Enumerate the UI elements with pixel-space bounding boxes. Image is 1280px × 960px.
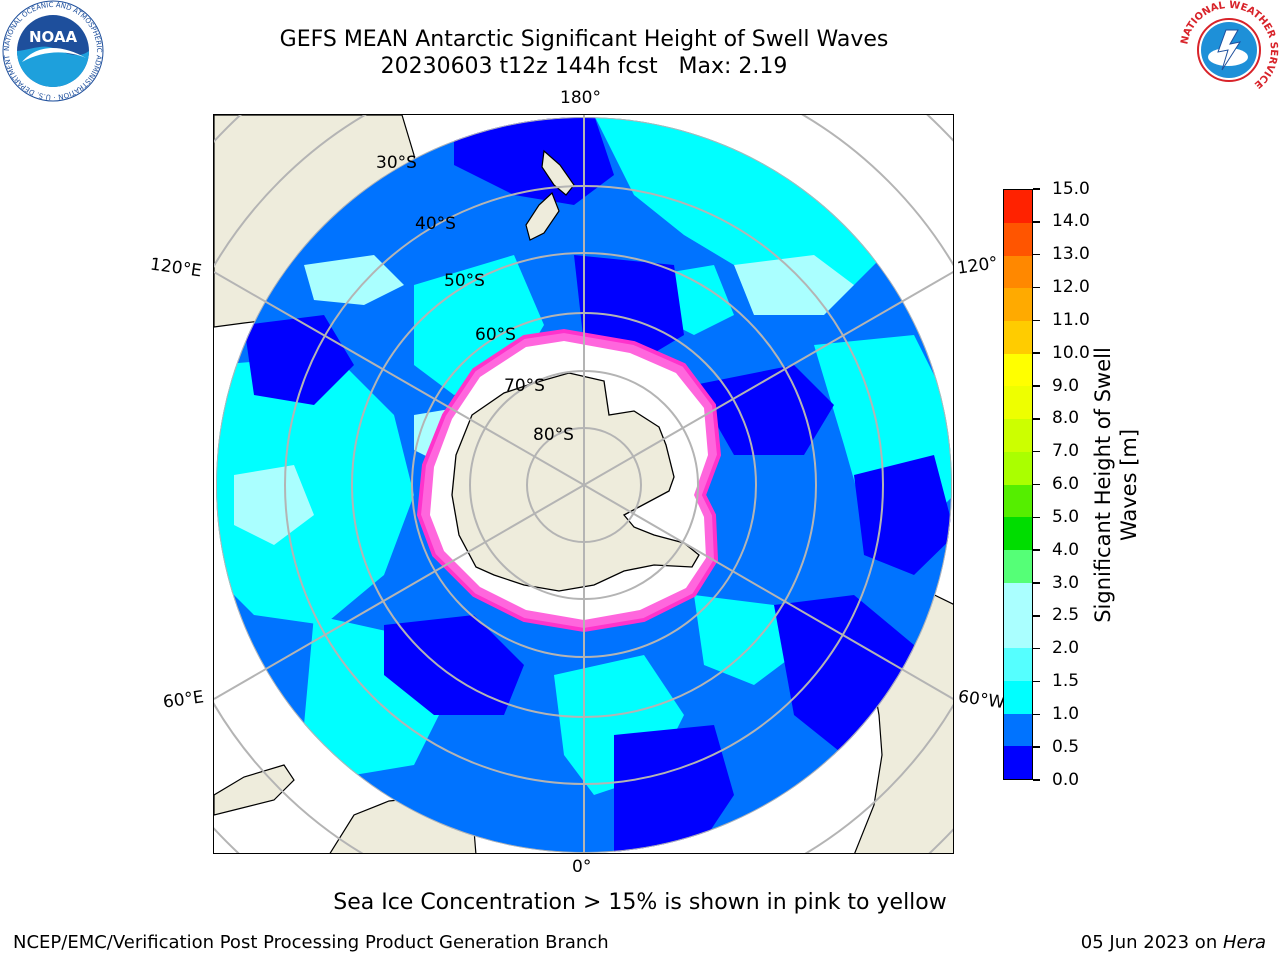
- madagascar-land: [214, 764, 295, 816]
- colorbar-tick: [1033, 680, 1040, 683]
- colorbar-tick: [1033, 615, 1040, 617]
- colorbar-tick: [1033, 286, 1040, 289]
- lat-label-60s: 60°S: [475, 325, 516, 345]
- colorbar-tick-label: 11.0: [1052, 309, 1090, 330]
- colorbar-tick-label: 5.0: [1052, 506, 1080, 527]
- colorbar-segment: [1004, 484, 1032, 518]
- colorbar-tick-label: 14.0: [1052, 211, 1090, 232]
- colorbar-segment: [1004, 582, 1032, 616]
- colorbar-tick: [1033, 450, 1040, 453]
- colorbar-tick-label: 3.0: [1052, 572, 1080, 593]
- colorbar-tick-label: 2.0: [1052, 638, 1080, 659]
- lat-label-40s: 40°S: [415, 214, 456, 234]
- lon-label-0: 0°: [572, 857, 592, 877]
- colorbar-tick: [1033, 713, 1040, 716]
- credit-branch: NCEP/EMC/Verification Post Processing Pr…: [13, 932, 609, 953]
- colorbar-label-line-1: Significant Height of Swell: [1091, 347, 1115, 623]
- colorbar-tick: [1033, 253, 1040, 256]
- credit-date-host: 05 Jun 2023 on Hera: [1081, 932, 1266, 953]
- lon-label-120e: 120°E: [148, 254, 203, 282]
- colorbar-segment: [1004, 517, 1032, 550]
- colorbar-segment: [1004, 190, 1032, 223]
- colorbar-label: Significant Height of Swell Waves [m]: [1090, 347, 1142, 623]
- colorbar-segment: [1004, 615, 1032, 649]
- colorbar-segment: [1004, 386, 1032, 420]
- lat-label-80s: 80°S: [533, 425, 574, 445]
- colorbar-label-line-2: Waves [m]: [1117, 428, 1141, 542]
- colorbar-tick: [1033, 319, 1040, 322]
- colorbar-tick: [1033, 779, 1040, 781]
- colorbar-tick-label: 6.0: [1052, 474, 1080, 494]
- colorbar-segment: [1004, 648, 1032, 681]
- colorbar-tick: [1033, 582, 1040, 584]
- colorbar-tick-label: 13.0: [1052, 244, 1090, 265]
- colorbar-segment: [1004, 320, 1032, 354]
- colorbar-tick-label: 0.5: [1052, 736, 1080, 757]
- colorbar-tick: [1033, 746, 1040, 748]
- colorbar-tick: [1033, 418, 1040, 420]
- colorbar-segment: [1004, 713, 1032, 747]
- colorbar-segment: [1004, 451, 1032, 485]
- lon-label-60w: 60°W: [956, 686, 1007, 714]
- credit-date: 05 Jun 2023 on: [1080, 932, 1223, 953]
- colorbar-segment: [1004, 549, 1032, 583]
- noaa-logo: NATIONAL OCEANIC AND ATMOSPHERIC ADMINIS…: [0, 0, 104, 102]
- colorbar-tick-label: 4.0: [1052, 539, 1080, 560]
- colorbar-tick-label: 1.5: [1052, 671, 1080, 691]
- colorbar-tick: [1033, 352, 1040, 354]
- lon-label-120w: 120°: [955, 253, 1000, 279]
- colorbar-tick-label: 7.0: [1052, 441, 1080, 462]
- colorbar-tick-label: 1.0: [1052, 703, 1080, 724]
- new-zealand-land: [525, 149, 575, 241]
- colorbar-segment: [1004, 419, 1032, 452]
- colorbar-tick: [1033, 483, 1040, 486]
- colorbar-segment: [1004, 222, 1032, 256]
- colorbar-tick-label: 8.0: [1052, 408, 1080, 429]
- colorbar: [1003, 189, 1033, 780]
- title-line-2: 20230603 t12z 144h fcst Max: 2.19: [380, 54, 788, 79]
- colorbar-tick-label: 15.0: [1052, 178, 1090, 199]
- colorbar-segment: [1004, 680, 1032, 714]
- colorbar-tick-label: 12.0: [1052, 277, 1090, 297]
- lat-label-30s: 30°S: [376, 153, 417, 173]
- colorbar-tick: [1033, 221, 1040, 223]
- lon-label-180: 180°: [560, 88, 601, 108]
- polar-map: [213, 114, 954, 854]
- colorbar-tick: [1033, 647, 1040, 650]
- title-line-1: GEFS MEAN Antarctic Significant Height o…: [279, 27, 889, 52]
- colorbar-tick-label: 10.0: [1052, 342, 1090, 363]
- colorbar-tick-label: 9.0: [1052, 375, 1080, 396]
- colorbar-tick-label: 2.5: [1052, 605, 1080, 626]
- lat-label-50s: 50°S: [444, 271, 485, 291]
- nws-logo: NATIONAL WEATHER SERVICE: [1178, 0, 1280, 100]
- colorbar-tick: [1033, 516, 1040, 519]
- svg-text:NOAA: NOAA: [29, 28, 78, 46]
- colorbar-segment: [1004, 255, 1032, 289]
- colorbar-tick: [1033, 549, 1040, 551]
- lon-label-60e: 60°E: [161, 687, 206, 713]
- chart-title: GEFS MEAN Antarctic Significant Height o…: [0, 26, 1168, 80]
- colorbar-segment: [1004, 746, 1032, 779]
- colorbar-segment: [1004, 288, 1032, 321]
- colorbar-tick: [1033, 188, 1040, 190]
- sea-ice-footnote: Sea Ice Concentration > 15% is shown in …: [333, 890, 947, 915]
- colorbar-tick: [1033, 385, 1040, 387]
- credit-host: Hera: [1222, 932, 1266, 953]
- lat-label-70s: 70°S: [504, 376, 545, 396]
- colorbar-tick-label: 0.0: [1052, 769, 1080, 790]
- colorbar-segment: [1004, 353, 1032, 387]
